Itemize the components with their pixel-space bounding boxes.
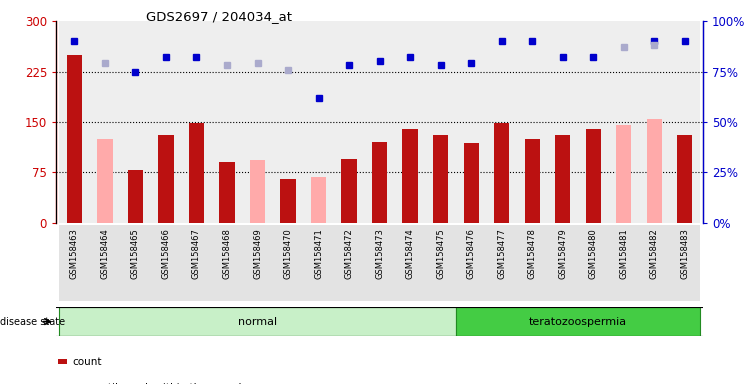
Bar <box>517 225 548 301</box>
Bar <box>341 159 357 223</box>
Bar <box>150 225 181 301</box>
Bar <box>426 225 456 301</box>
Bar <box>639 225 669 301</box>
Bar <box>456 307 700 336</box>
Bar <box>212 21 242 223</box>
Text: GSM158475: GSM158475 <box>436 228 445 279</box>
Bar <box>128 170 143 223</box>
Bar <box>395 225 426 301</box>
Bar <box>67 55 82 223</box>
Bar <box>364 21 395 223</box>
Text: GSM158464: GSM158464 <box>100 228 109 279</box>
Bar <box>616 156 631 223</box>
Bar <box>334 225 364 301</box>
Text: teratozoospermia: teratozoospermia <box>529 316 627 327</box>
Text: GSM158480: GSM158480 <box>589 228 598 279</box>
Bar <box>250 160 265 223</box>
Text: GSM158478: GSM158478 <box>527 228 537 279</box>
Bar <box>395 21 426 223</box>
Bar <box>494 123 509 223</box>
Bar <box>517 21 548 223</box>
Bar <box>669 21 700 223</box>
Bar <box>486 225 517 301</box>
Bar <box>90 225 120 301</box>
Bar <box>120 225 150 301</box>
Bar <box>212 225 242 301</box>
Bar <box>120 21 150 223</box>
Text: GSM158471: GSM158471 <box>314 228 323 279</box>
Bar <box>433 136 448 223</box>
Bar <box>548 225 578 301</box>
Text: GSM158469: GSM158469 <box>253 228 262 279</box>
Text: disease state: disease state <box>0 316 65 327</box>
Bar <box>364 225 395 301</box>
Bar <box>273 225 303 301</box>
Bar <box>59 21 90 223</box>
Text: GSM158467: GSM158467 <box>192 228 201 279</box>
Bar <box>402 129 418 223</box>
Text: GSM158477: GSM158477 <box>497 228 506 279</box>
Text: percentile rank within the sample: percentile rank within the sample <box>72 382 248 384</box>
Bar <box>609 21 639 223</box>
Text: GSM158481: GSM158481 <box>619 228 628 279</box>
Bar <box>58 359 67 364</box>
Text: GSM158468: GSM158468 <box>222 228 232 279</box>
Bar <box>524 139 540 223</box>
Bar <box>97 139 112 223</box>
Text: count: count <box>72 357 102 367</box>
Bar <box>181 21 212 223</box>
Bar <box>464 144 479 223</box>
Bar <box>486 21 517 223</box>
Bar <box>578 21 609 223</box>
Text: GSM158483: GSM158483 <box>681 228 690 279</box>
Bar <box>555 136 571 223</box>
Text: GSM158482: GSM158482 <box>650 228 659 279</box>
Text: GDS2697 / 204034_at: GDS2697 / 204034_at <box>146 10 292 23</box>
Bar <box>548 21 578 223</box>
Bar <box>181 225 212 301</box>
Bar <box>280 179 295 223</box>
Bar <box>639 21 669 223</box>
Text: normal: normal <box>238 316 277 327</box>
Text: GSM158465: GSM158465 <box>131 228 140 279</box>
Text: GSM158463: GSM158463 <box>70 228 79 279</box>
Text: GSM158466: GSM158466 <box>162 228 171 279</box>
Bar <box>188 123 204 223</box>
Bar <box>90 21 120 223</box>
Bar <box>334 21 364 223</box>
Bar <box>219 162 235 223</box>
Bar <box>456 225 486 301</box>
Text: GSM158474: GSM158474 <box>405 228 414 279</box>
Bar <box>456 21 486 223</box>
Bar <box>578 225 609 301</box>
Text: GSM158479: GSM158479 <box>558 228 567 279</box>
Bar <box>159 136 174 223</box>
Bar <box>609 225 639 301</box>
Bar <box>303 225 334 301</box>
Bar <box>426 21 456 223</box>
Bar <box>616 125 631 223</box>
Bar <box>303 21 334 223</box>
Text: GSM158470: GSM158470 <box>283 228 292 279</box>
Text: GSM158476: GSM158476 <box>467 228 476 279</box>
Bar <box>372 142 387 223</box>
Bar <box>59 307 456 336</box>
Bar <box>59 225 90 301</box>
Bar <box>586 129 601 223</box>
Bar <box>273 21 303 223</box>
Bar <box>669 225 700 301</box>
Bar <box>647 119 662 223</box>
Bar <box>311 177 326 223</box>
Bar <box>242 225 273 301</box>
Text: GSM158473: GSM158473 <box>375 228 384 279</box>
Bar <box>150 21 181 223</box>
Text: GSM158472: GSM158472 <box>345 228 354 279</box>
Bar <box>647 119 662 223</box>
Bar <box>677 136 693 223</box>
Bar <box>242 21 273 223</box>
